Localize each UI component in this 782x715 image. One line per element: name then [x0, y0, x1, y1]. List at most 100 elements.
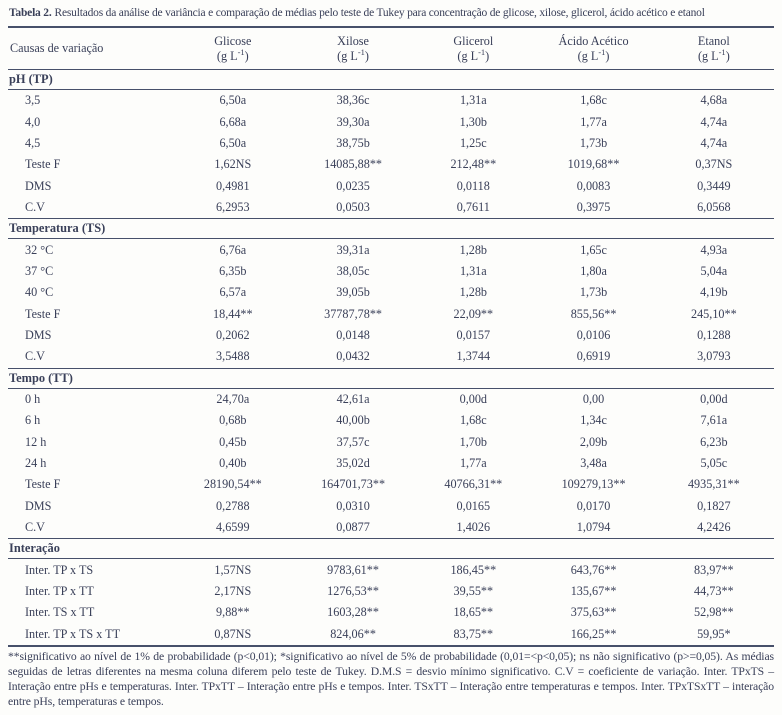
- table-row: Inter. TP x TS x TT 0,87NS 824,06** 83,7…: [8, 624, 774, 646]
- value-cell: 1,0794: [576, 520, 611, 535]
- value-cell: 0,0157: [456, 328, 491, 343]
- column-header-xilose: Xilose (g L-1): [292, 27, 414, 70]
- column-header-causas-de-variacao: Causas de variação: [8, 27, 173, 70]
- value-cell: 0,1288: [697, 328, 731, 343]
- value-cell: 37787,78**: [324, 306, 382, 321]
- value-cell: 1,70b: [459, 434, 488, 449]
- value-cell: 0,3975: [576, 200, 611, 215]
- value-cell: 1,25c: [459, 135, 487, 150]
- value-cell: 38,75b: [336, 135, 370, 150]
- value-cell: 1,68c: [459, 413, 487, 428]
- value-cell: 18,44**: [213, 306, 253, 321]
- value-cell: 38,36c: [336, 93, 370, 108]
- value-cell: 0,3449: [697, 178, 731, 193]
- value-cell: 0,0118: [456, 178, 490, 193]
- table-row: 37 °C 6,35b 38,05c 1,31a 1,80a 5,04a: [8, 261, 774, 282]
- value-cell: 5,04a: [700, 263, 728, 278]
- table-row: Teste F 18,44** 37787,78** 22,09** 855,5…: [8, 304, 774, 325]
- section-title: Tempo (TT): [8, 367, 774, 389]
- value-cell: 4,74a: [700, 135, 728, 150]
- value-cell: 4,93a: [700, 242, 728, 257]
- value-cell: 28190,54**: [203, 477, 262, 492]
- row-label: Inter. TS x TT: [25, 605, 95, 620]
- column-header-acido-acetico: Ácido Acético (g L-1): [533, 27, 654, 70]
- column-name: Glicose: [214, 33, 252, 48]
- table-row: C.V 6,2953 0,0503 0,7611 0,3975 6,0568: [8, 197, 774, 219]
- section-header-interacao: Interação: [8, 538, 774, 560]
- value-cell: 42,61a: [336, 391, 370, 406]
- row-label: C.V: [25, 349, 45, 364]
- section-header-ph: pH (TP): [8, 69, 774, 90]
- value-cell: 6,68a: [219, 114, 247, 129]
- column-header-etanol: Etanol (g L-1): [653, 27, 774, 70]
- value-cell: 0,0310: [336, 498, 370, 513]
- value-cell: 375,63**: [570, 605, 617, 620]
- table-footnote: **significativo ao nível de 1% de probab…: [8, 649, 774, 708]
- value-cell: 6,76a: [219, 242, 247, 257]
- row-label: 24 h: [25, 456, 47, 471]
- table-row: Teste F 1,62NS 14085,88** 212,48** 1019,…: [8, 154, 774, 175]
- value-cell: 1,68c: [580, 93, 607, 108]
- value-cell: 0,45b: [219, 434, 247, 449]
- value-cell: 212,48**: [450, 157, 497, 172]
- row-label: C.V: [25, 200, 45, 215]
- value-cell: 40,00b: [336, 413, 370, 428]
- value-cell: 1,73b: [579, 135, 608, 150]
- value-cell: 39,31a: [336, 242, 370, 257]
- value-cell: 39,30a: [336, 114, 370, 129]
- value-cell: 2,17NS: [214, 584, 252, 598]
- column-unit: (g L-1): [697, 46, 730, 63]
- value-cell: 37,57c: [336, 434, 370, 449]
- value-cell: 5,05c: [700, 456, 728, 471]
- value-cell: 1,65c: [580, 242, 607, 257]
- row-label: 4,5: [25, 135, 41, 150]
- table-row: 24 h 0,40b 35,02d 1,77a 3,48a 5,05c: [8, 453, 774, 474]
- value-cell: 824,06**: [330, 626, 376, 641]
- value-cell: 1,34c: [580, 413, 607, 428]
- table-row: 4,5 6,50a 38,75b 1,25c 1,73b 4,74a: [8, 133, 774, 154]
- row-label: Inter. TP x TS x TT: [25, 626, 121, 641]
- value-cell: 6,35b: [219, 263, 247, 278]
- row-label: 12 h: [25, 434, 47, 449]
- row-label: Teste F: [25, 477, 61, 492]
- column-header-row: Causas de variação Glicose (g L-1) Xilos…: [8, 27, 774, 70]
- value-cell: 0,2062: [216, 328, 250, 343]
- value-cell: 4,74a: [700, 114, 728, 129]
- value-cell: 3,0793: [697, 349, 731, 364]
- table-row: 3,5 6,50a 38,36c 1,31a 1,68c 4,68a: [8, 90, 774, 112]
- value-cell: 6,57a: [219, 285, 247, 300]
- column-unit: (g L-1): [216, 46, 249, 63]
- value-cell: 0,87NS: [214, 626, 252, 641]
- row-label: 3,5: [25, 93, 41, 108]
- value-cell: 0,0148: [336, 328, 370, 343]
- value-cell: 1,57NS: [214, 562, 252, 577]
- value-cell: 1603,28**: [327, 605, 379, 620]
- value-cell: 1,31a: [459, 263, 487, 278]
- value-cell: 1,77a: [580, 114, 607, 129]
- table-number: Tabela 2.: [9, 7, 52, 19]
- value-cell: 0,2788: [216, 498, 250, 513]
- row-label: C.V: [25, 520, 45, 535]
- column-name: Xilose: [337, 33, 369, 48]
- value-cell: 0,0235: [336, 178, 370, 193]
- table-row: Teste F 28190,54** 164701,73** 40766,31*…: [8, 474, 774, 495]
- table-title: Tabela 2. Resultados da análise de variân…: [9, 7, 774, 19]
- value-cell: 0,40b: [219, 456, 247, 471]
- value-cell: 83,75**: [453, 626, 494, 641]
- value-cell: 3,5488: [216, 349, 250, 364]
- value-cell: 44,73**: [694, 584, 734, 598]
- value-cell: 3,48a: [580, 456, 607, 471]
- value-cell: 1,62NS: [214, 157, 252, 172]
- table-row: Inter. TS x TT 9,88** 1603,28** 18,65** …: [8, 602, 774, 623]
- value-cell: 0,00d: [459, 391, 488, 406]
- value-cell: 1,30b: [459, 114, 488, 129]
- table-row: 6 h 0,68b 40,00b 1,68c 1,34c 7,61a: [8, 410, 774, 431]
- value-cell: 855,56**: [570, 306, 617, 321]
- value-cell: 1,31a: [459, 93, 487, 108]
- table-row: 4,0 6,68a 39,30a 1,30b 1,77a 4,74a: [8, 111, 774, 132]
- value-cell: 1,28b: [459, 242, 488, 257]
- value-cell: 0,0503: [336, 200, 370, 215]
- section-header-tempo: Tempo (TT): [8, 367, 774, 389]
- row-label: Teste F: [25, 306, 61, 321]
